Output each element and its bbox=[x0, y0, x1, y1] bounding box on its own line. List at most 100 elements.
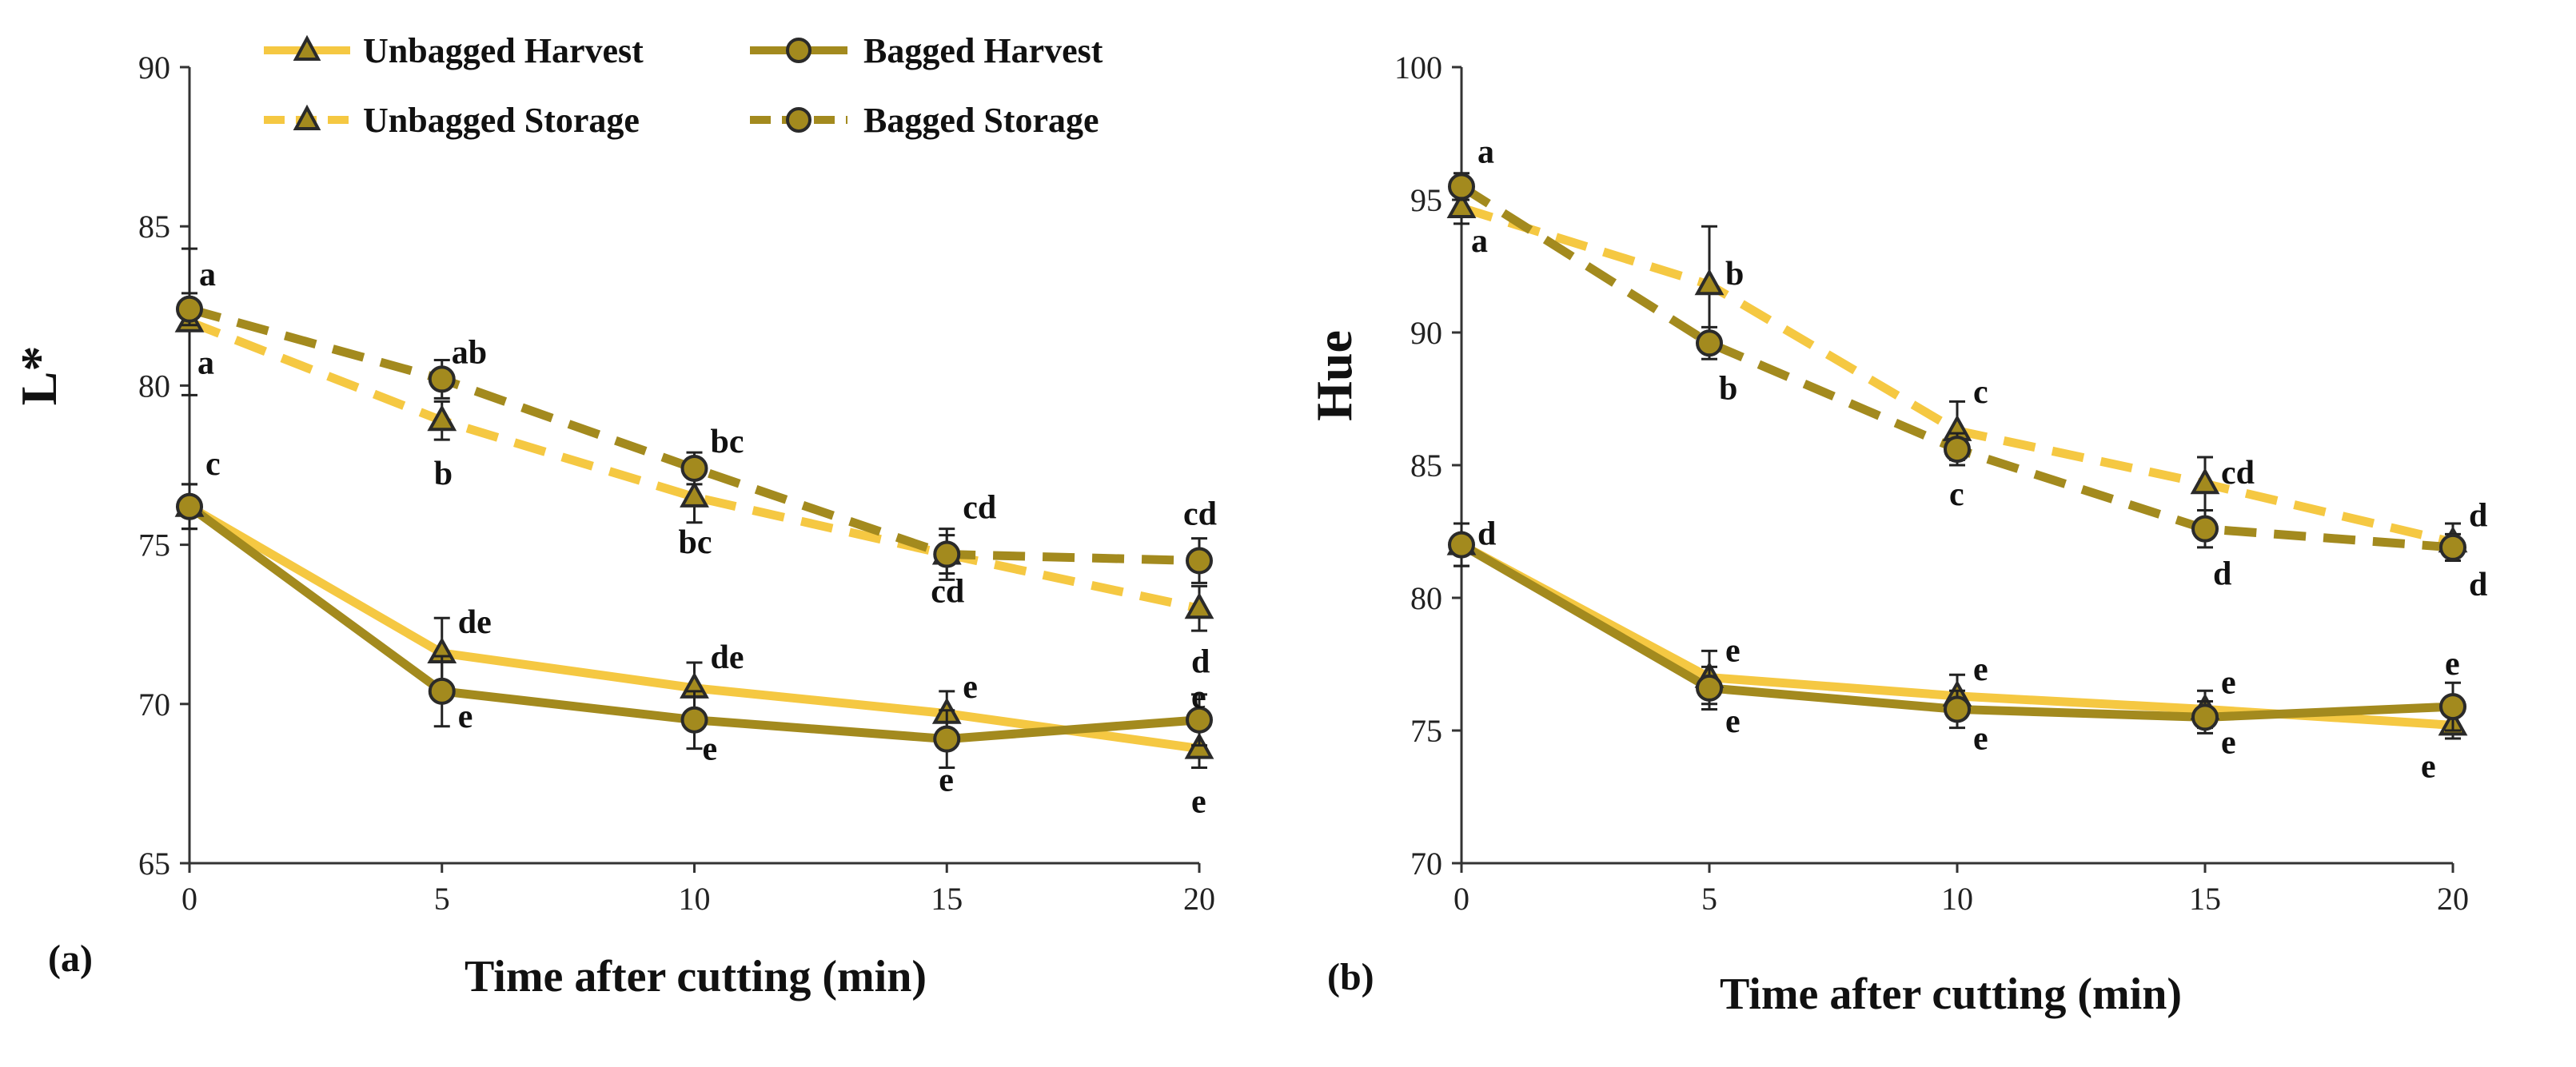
y-tick-label: 75 bbox=[1410, 713, 1442, 749]
x-tick-label: 10 bbox=[679, 881, 711, 917]
y-tick-label: 95 bbox=[1410, 182, 1442, 218]
data-point-unbagged-storage bbox=[2190, 468, 2220, 495]
data-point-bagged-harvest bbox=[2439, 693, 2466, 721]
y-tick-label: 80 bbox=[138, 368, 170, 404]
x-tick-label: 20 bbox=[2437, 881, 2469, 917]
significance-letter: de bbox=[711, 639, 744, 676]
significance-letter: c bbox=[1973, 374, 1988, 411]
data-point-bagged-storage bbox=[1696, 329, 1723, 357]
data-point-bagged-harvest bbox=[680, 706, 708, 734]
y-axis-title: L* bbox=[10, 346, 67, 406]
significance-letter: e bbox=[1973, 720, 1988, 757]
data-point-bagged-storage bbox=[933, 540, 961, 568]
series-line-bagged-storage bbox=[188, 305, 1200, 566]
significance-letter: e bbox=[963, 669, 978, 706]
data-point-bagged-harvest bbox=[176, 492, 203, 520]
significance-letter: b bbox=[434, 456, 453, 492]
significance-letter: b bbox=[1719, 370, 1737, 407]
panel-label: (a) bbox=[48, 938, 93, 980]
circle-icon bbox=[786, 107, 811, 133]
significance-letter: e bbox=[2445, 646, 2460, 683]
significance-letter: d bbox=[2469, 497, 2487, 534]
significance-letter: d bbox=[1191, 643, 1210, 680]
x-tick-label: 15 bbox=[2189, 881, 2221, 917]
data-point-bagged-storage bbox=[2439, 533, 2466, 561]
significance-letter: cd bbox=[1183, 496, 1217, 533]
data-point-bagged-harvest bbox=[2191, 703, 2219, 731]
significance-letter: e bbox=[939, 762, 954, 799]
y-tick-label: 90 bbox=[138, 50, 170, 86]
y-tick-label: 70 bbox=[138, 687, 170, 723]
data-point-bagged-harvest bbox=[428, 677, 456, 705]
data-point-unbagged-storage bbox=[427, 404, 457, 432]
x-axis-title: Time after cutting (min) bbox=[1720, 969, 2182, 1019]
x-tick-label: 5 bbox=[1701, 881, 1717, 917]
significance-letter: e bbox=[2421, 748, 2436, 785]
significance-letter: e bbox=[1725, 633, 1741, 670]
circle-icon bbox=[786, 38, 811, 63]
significance-letter: a bbox=[1477, 133, 1494, 170]
legend-label-bagged-storage: Bagged Storage bbox=[863, 101, 1099, 140]
data-point-unbagged-storage bbox=[1184, 592, 1214, 619]
significance-letter: b bbox=[1725, 256, 1744, 293]
significance-letter: e bbox=[1191, 679, 1206, 716]
significance-letter: d bbox=[1477, 516, 1496, 553]
y-tick-label: 85 bbox=[138, 209, 170, 245]
y-tick-label: 80 bbox=[1410, 580, 1442, 616]
data-point-bagged-harvest bbox=[933, 725, 961, 753]
data-point-bagged-storage bbox=[1186, 547, 1213, 575]
data-point-bagged-storage bbox=[1448, 173, 1475, 201]
significance-letter: d bbox=[2213, 556, 2231, 593]
y-tick-label: 70 bbox=[1410, 846, 1442, 882]
data-point-bagged-storage bbox=[176, 295, 203, 323]
significance-letter: e bbox=[1973, 651, 1988, 688]
significance-letter: e bbox=[458, 699, 473, 735]
panel-b: 70 75 80 85 90 95 100 0 5 10 15 20 Time after cuttin… bbox=[1306, 50, 2487, 1019]
significance-letter: de bbox=[458, 604, 492, 641]
x-tick-label: 20 bbox=[1183, 881, 1215, 917]
significance-letter: bc bbox=[679, 524, 712, 561]
significance-letter: ab bbox=[452, 334, 487, 371]
y-tick-label: 100 bbox=[1394, 50, 1442, 86]
significance-letter: a bbox=[1471, 223, 1488, 260]
data-point-bagged-storage bbox=[1944, 436, 1971, 464]
significance-letter: e bbox=[1725, 703, 1741, 740]
legend-item-bagged-harvest: Bagged Harvest bbox=[750, 31, 1103, 70]
data-point-unbagged-storage bbox=[1694, 269, 1725, 296]
legend-item-unbagged-storage: Unbagged Storage bbox=[264, 101, 640, 140]
triangle-icon bbox=[293, 34, 321, 61]
significance-letter: a bbox=[197, 345, 214, 382]
data-point-bagged-harvest bbox=[1696, 674, 1723, 702]
data-point-bagged-harvest bbox=[1944, 695, 1971, 723]
significance-letter: e bbox=[703, 731, 718, 768]
significance-letter: e bbox=[1191, 784, 1206, 821]
y-tick-label: 90 bbox=[1410, 315, 1442, 351]
legend-label-bagged-harvest: Bagged Harvest bbox=[863, 31, 1103, 70]
panel-a: 65 70 75 80 85 90 0 5 10 15 20 Time after cutting (… bbox=[10, 50, 1217, 1001]
y-axis-title: Hue bbox=[1306, 330, 1362, 421]
x-tick-label: 0 bbox=[181, 881, 197, 917]
legend-label-unbagged-harvest: Unbagged Harvest bbox=[363, 31, 644, 70]
panel-label: (b) bbox=[1327, 956, 1374, 998]
data-point-bagged-storage bbox=[428, 365, 456, 393]
significance-letter: e bbox=[2221, 724, 2236, 761]
y-tick-label: 65 bbox=[138, 846, 170, 882]
significance-letter: a bbox=[199, 257, 216, 293]
data-point-bagged-storage bbox=[2191, 515, 2219, 543]
legend-item-unbagged-harvest: Unbagged Harvest bbox=[264, 31, 644, 70]
significance-letter: c bbox=[205, 446, 221, 483]
legend-item-bagged-storage: Bagged Storage bbox=[750, 101, 1099, 140]
significance-letter: c bbox=[1949, 476, 1964, 513]
y-tick-label: 75 bbox=[138, 528, 170, 563]
x-tick-label: 0 bbox=[1453, 881, 1469, 917]
triangle-icon bbox=[293, 104, 321, 130]
significance-letter: e bbox=[2221, 664, 2236, 701]
x-tick-label: 5 bbox=[434, 881, 450, 917]
data-point-unbagged-storage bbox=[1446, 191, 1477, 218]
data-point-unbagged-storage bbox=[680, 480, 709, 508]
data-point-bagged-harvest bbox=[1448, 531, 1475, 559]
data-point-bagged-harvest bbox=[1186, 706, 1213, 734]
x-axis-title: Time after cutting (min) bbox=[465, 952, 927, 1001]
significance-letter: cd bbox=[963, 490, 996, 527]
significance-letter: bc bbox=[711, 424, 744, 460]
